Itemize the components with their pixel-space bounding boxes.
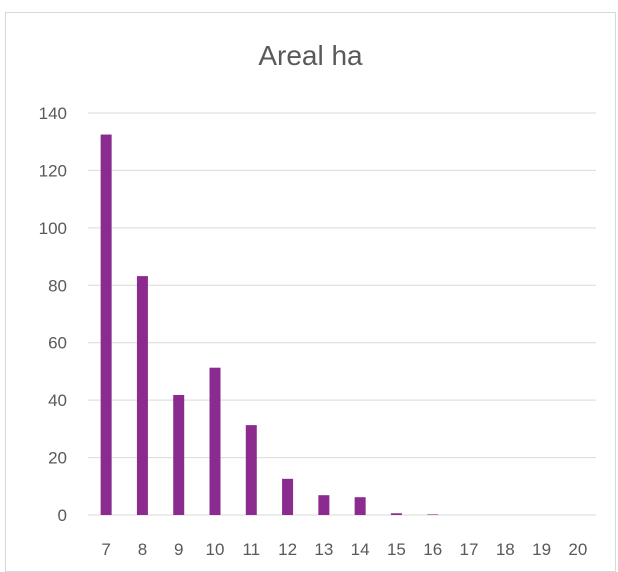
gridlines [88,112,596,516]
y-axis-ticks: 0 20 40 60 80 100 120 140 [39,104,67,525]
bar-14 [354,497,366,515]
x-tick-label: 9 [174,540,183,559]
y-tick-label: 60 [48,334,67,353]
bar-12 [282,478,294,515]
x-tick-label: 15 [387,540,406,559]
bar-9 [173,394,185,515]
x-tick-label: 19 [532,540,551,559]
bar-7 [100,134,112,516]
y-tick-label: 80 [48,276,67,295]
x-tick-label: 13 [314,540,333,559]
y-tick-label: 100 [39,219,67,238]
x-tick-label: 11 [242,540,260,559]
x-tick-label: 17 [460,540,479,559]
y-tick-label: 20 [48,449,67,468]
bar-15 [390,513,402,515]
bars [100,134,439,516]
x-tick-label: 20 [568,540,587,559]
x-tick-label: 10 [206,540,225,559]
x-axis-ticks: 7 8 9 10 11 12 13 14 15 16 17 18 19 20 [101,540,587,559]
bar-10 [209,367,221,515]
bar-13 [318,495,330,515]
bar-16 [427,514,439,515]
bar-8 [136,276,148,515]
bar-11 [245,425,257,515]
x-tick-label: 8 [138,540,147,559]
x-tick-label: 16 [423,540,442,559]
x-tick-label: 12 [278,540,297,559]
y-tick-label: 0 [58,506,67,525]
y-tick-label: 140 [39,104,67,123]
x-tick-label: 18 [496,540,515,559]
x-tick-label: 14 [351,540,370,559]
y-tick-label: 120 [39,161,67,180]
x-tick-label: 7 [101,540,110,559]
y-tick-label: 40 [48,391,67,410]
chart-title: Areal ha [258,40,363,71]
